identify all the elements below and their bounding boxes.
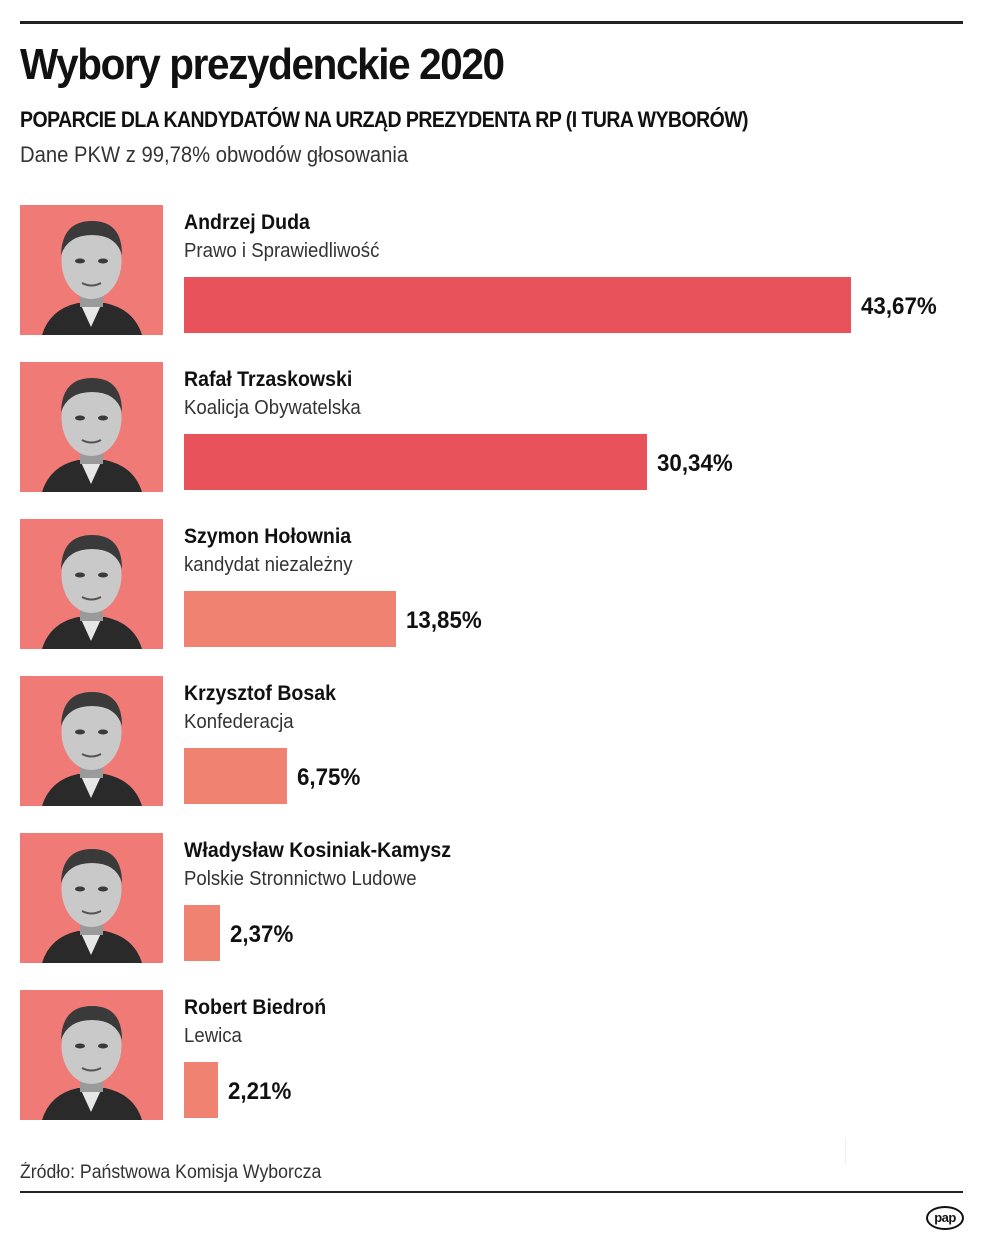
candidate-portrait-icon — [20, 676, 163, 806]
result-value: 30,34% — [657, 450, 733, 477]
candidate-name: Szymon Hołownia — [184, 525, 352, 548]
result-bar — [184, 748, 287, 804]
chart-subtitle: POPARCIE DLA KANDYDATÓW NA URZĄD PREZYDE… — [20, 107, 749, 132]
candidate-party: Polskie Stronnictwo Ludowe — [184, 868, 417, 890]
result-bar — [184, 277, 851, 333]
candidate-row: Rafał Trzaskowski Koalicja Obywatelska 30,… — [20, 362, 965, 493]
candidate-name: Robert Biedroń — [184, 996, 327, 1019]
candidate-party: Prawo i Sprawiedliwość — [184, 240, 380, 262]
result-bar — [184, 905, 220, 961]
source-note: Źródło: Państwowa Komisja Wyborcza — [20, 1162, 322, 1183]
pap-logo-icon: pap — [926, 1206, 964, 1230]
divider — [845, 1138, 846, 1164]
candidate-name: Władysław Kosiniak-Kamysz — [184, 839, 452, 862]
result-value: 13,85% — [406, 607, 482, 634]
candidate-portrait-icon — [20, 990, 163, 1120]
candidate-row: Robert Biedroń Lewica 2,21% — [20, 990, 965, 1121]
candidate-party: Konfederacja — [184, 711, 294, 733]
candidate-row: Szymon Hołownia kandydat niezależny 13,85% — [20, 519, 965, 650]
candidate-portrait-icon — [20, 519, 163, 649]
candidate-portrait-icon — [20, 833, 163, 963]
candidate-row: Krzysztof Bosak Konfederacja 6,75% — [20, 676, 965, 807]
result-bar — [184, 591, 396, 647]
result-value: 2,21% — [228, 1078, 292, 1105]
candidate-row: Andrzej Duda Prawo i Sprawiedliwość 43,67% — [20, 205, 965, 336]
candidate-party: Koalicja Obywatelska — [184, 397, 361, 419]
candidate-row: Władysław Kosiniak-Kamysz Polskie Stronni… — [20, 833, 965, 964]
candidate-portrait-icon — [20, 362, 163, 492]
result-value: 43,67% — [861, 293, 937, 320]
chart-title: Wybory prezydenckie 2020 — [20, 40, 505, 89]
result-bar — [184, 434, 647, 490]
candidate-party: kandydat niezależny — [184, 554, 353, 576]
top-rule — [20, 21, 963, 24]
result-value: 2,37% — [230, 921, 294, 948]
candidate-name: Krzysztof Bosak — [184, 682, 336, 705]
candidate-party: Lewica — [184, 1025, 242, 1047]
candidate-portrait-icon — [20, 205, 163, 335]
result-value: 6,75% — [297, 764, 361, 791]
data-note: Dane PKW z 99,78% obwodów głosowania — [20, 142, 409, 167]
result-bar — [184, 1062, 218, 1118]
bottom-rule — [20, 1191, 963, 1193]
candidate-name: Rafał Trzaskowski — [184, 368, 353, 391]
candidate-name: Andrzej Duda — [184, 211, 310, 234]
